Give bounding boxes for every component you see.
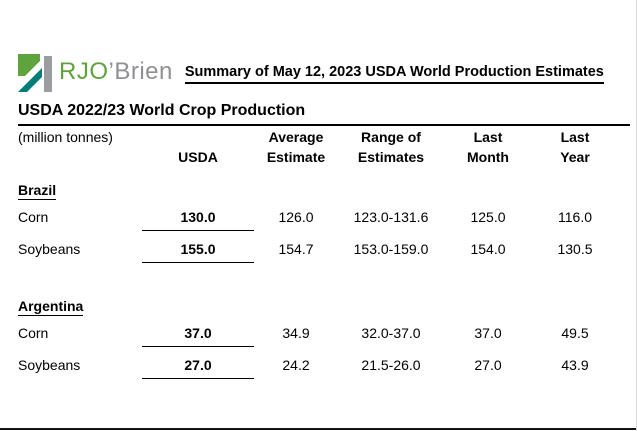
logo-wordmark-primary: RJO bbox=[59, 58, 109, 85]
average-estimate-value: 34.9 bbox=[282, 325, 310, 341]
group-name: Brazil bbox=[18, 182, 57, 200]
average-estimate-value: 154.7 bbox=[278, 241, 314, 257]
table-header-row-2: USDA Estimate Estimates Month Year bbox=[18, 148, 618, 168]
group-header-brazil: Brazil bbox=[18, 178, 618, 202]
table-row-brazil-corn: Corn 130.0 126.0 123.0-131.6 125.0 116.0 bbox=[18, 202, 618, 234]
column-header-last-year-line1: Last bbox=[560, 129, 590, 145]
section-heading: USDA 2022/23 World Crop Production bbox=[18, 102, 630, 126]
average-estimate-value: 24.2 bbox=[282, 357, 310, 373]
usda-value: 130.0 bbox=[142, 209, 254, 231]
rjobrien-logo: RJO’Brien bbox=[18, 52, 173, 92]
column-header-average-line1: Average bbox=[268, 129, 324, 145]
crop-production-table: (million tonnes) Average Range of Last L… bbox=[18, 126, 618, 382]
last-month-value: 125.0 bbox=[470, 209, 506, 225]
last-year-value: 49.5 bbox=[561, 325, 589, 341]
commodity-label: Corn bbox=[18, 209, 49, 225]
column-header-last-month-line1: Last bbox=[473, 129, 503, 145]
report-header: RJO’Brien Summary of May 12, 2023 USDA W… bbox=[18, 52, 636, 92]
usda-value: 37.0 bbox=[142, 325, 254, 347]
last-year-value: 43.9 bbox=[561, 357, 589, 373]
average-estimate-value: 126.0 bbox=[278, 209, 314, 225]
logo-wordmark: RJO’Brien bbox=[59, 60, 173, 84]
last-year-value: 116.0 bbox=[558, 209, 592, 225]
group-name: Argentina bbox=[18, 298, 84, 316]
range-of-estimates-value: 32.0-37.0 bbox=[361, 325, 421, 341]
commodity-label: Soybeans bbox=[18, 357, 81, 373]
page-bottom-border bbox=[0, 428, 636, 430]
last-year-value: 130.5 bbox=[557, 241, 593, 257]
group-header-argentina: Argentina bbox=[18, 294, 618, 318]
last-month-value: 37.0 bbox=[474, 325, 502, 341]
range-of-estimates-value: 21.5-26.0 bbox=[361, 357, 421, 373]
last-month-value: 27.0 bbox=[474, 357, 502, 373]
last-month-value: 154.0 bbox=[470, 241, 506, 257]
table-row-argentina-corn: Corn 37.0 34.9 32.0-37.0 37.0 49.5 bbox=[18, 318, 618, 350]
column-header-last-month-line2: Month bbox=[467, 149, 509, 165]
logo-wordmark-secondary: ’Brien bbox=[108, 58, 173, 85]
column-header-average-line2: Estimate bbox=[266, 149, 326, 165]
range-of-estimates-value: 153.0-159.0 bbox=[353, 241, 429, 257]
table-header-row-1: (million tonnes) Average Range of Last L… bbox=[18, 126, 618, 148]
column-header-last-year-line2: Year bbox=[560, 149, 590, 165]
column-header-usda-line2: USDA bbox=[178, 149, 218, 165]
table-row-argentina-soybeans: Soybeans 27.0 24.2 21.5-26.0 27.0 43.9 bbox=[18, 350, 618, 382]
usda-value: 155.0 bbox=[142, 241, 254, 263]
table-row-brazil-soybeans: Soybeans 155.0 154.7 153.0-159.0 154.0 1… bbox=[18, 234, 618, 266]
rjobrien-logo-icon bbox=[18, 52, 54, 92]
column-header-range-line1: Range of bbox=[361, 129, 421, 145]
column-header-usda-line1 bbox=[142, 126, 254, 148]
column-header-range-line2: Estimates bbox=[357, 149, 425, 165]
unit-label: (million tonnes) bbox=[18, 129, 113, 145]
report-title: Summary of May 12, 2023 USDA World Produ… bbox=[184, 64, 604, 84]
commodity-label: Corn bbox=[18, 325, 49, 341]
commodity-label: Soybeans bbox=[18, 241, 81, 257]
range-of-estimates-value: 123.0-131.6 bbox=[353, 209, 429, 225]
usda-value: 27.0 bbox=[142, 357, 254, 379]
